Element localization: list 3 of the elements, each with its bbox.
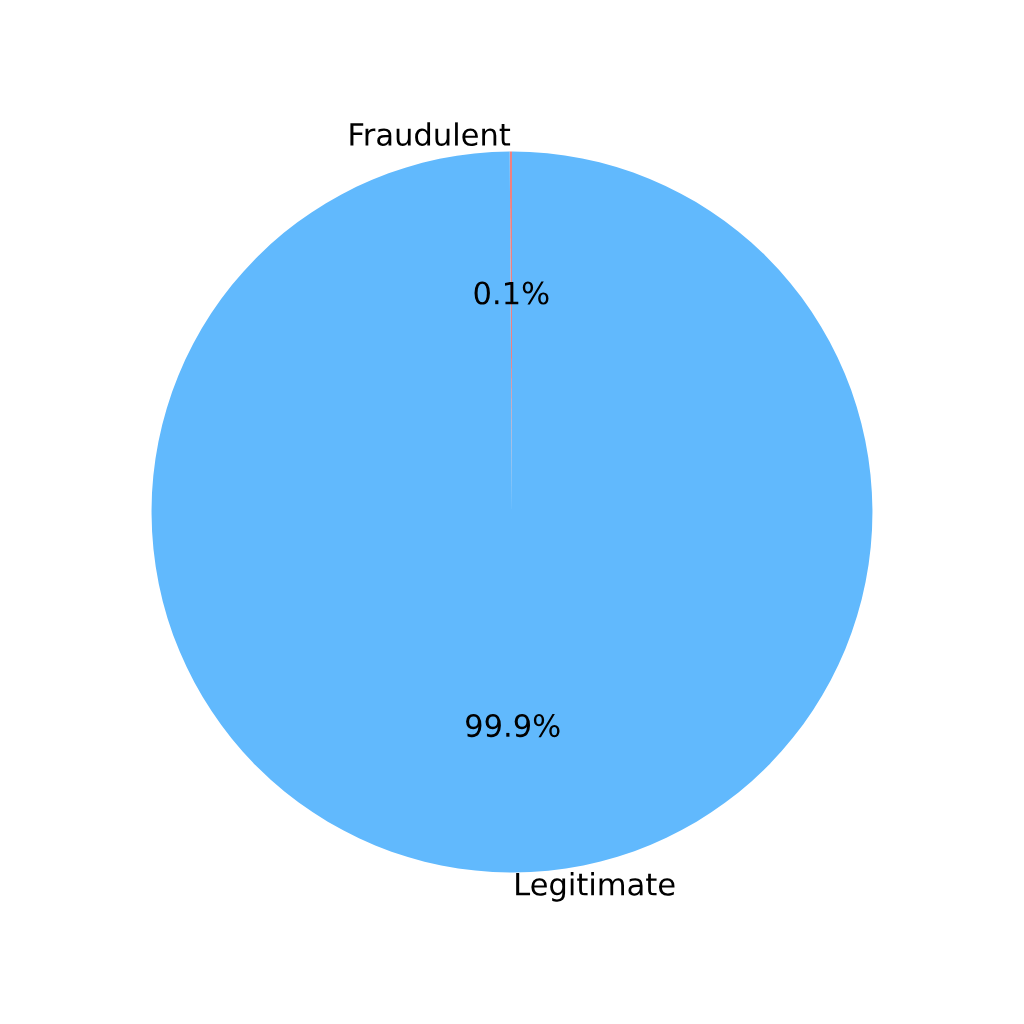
data-label: 99.9% [466,714,560,738]
slice-label: Fraudulent [350,122,511,146]
slice-label: Legitimate [516,872,675,902]
